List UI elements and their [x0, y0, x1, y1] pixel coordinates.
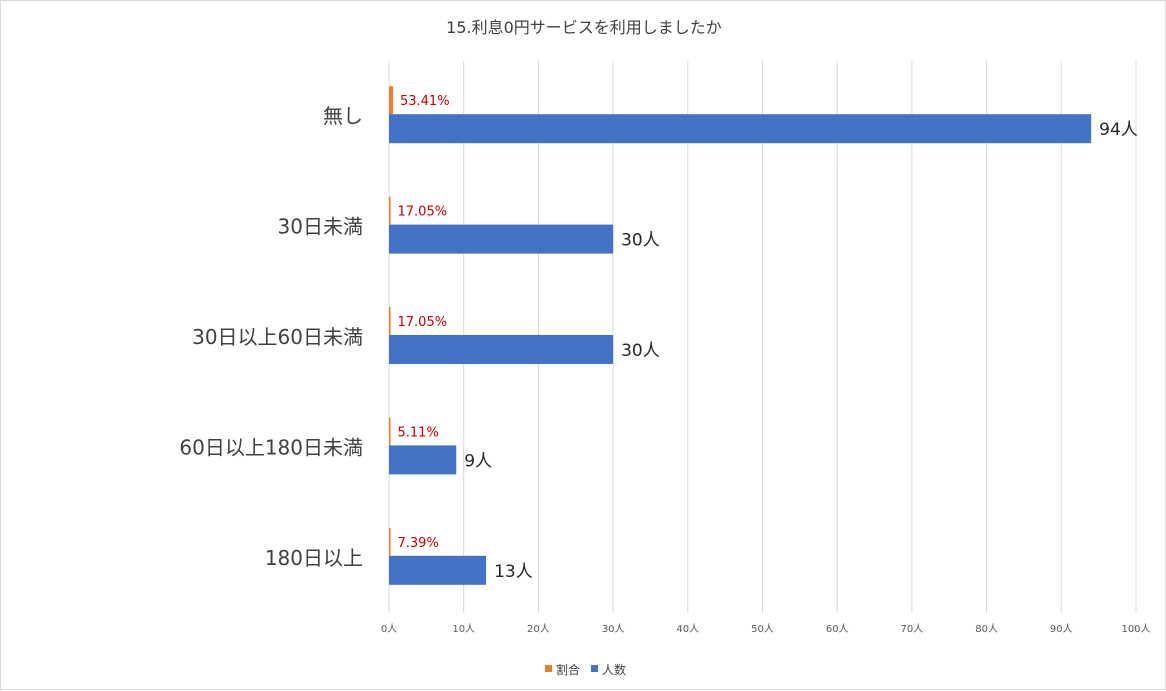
bar-ratio [389, 86, 393, 115]
chart-title: 15.利息0円サービスを利用しましたか [446, 18, 722, 37]
data-label-count: 30人 [621, 341, 660, 361]
category-label: 180日以上 [265, 546, 363, 570]
legend: 割合 人数 [545, 662, 626, 677]
x-tick-label: 30人 [602, 623, 625, 635]
bar-ratio [389, 196, 391, 225]
category-label: 30日未満 [278, 215, 363, 239]
data-label-ratio: 17.05% [398, 205, 448, 220]
x-tick-label: 10人 [452, 623, 475, 635]
x-tick-label: 70人 [901, 623, 924, 635]
data-label-count: 9人 [464, 451, 492, 471]
bar-ratio [389, 307, 391, 335]
legend-label-count: 人数 [602, 662, 626, 677]
category-labels: 無し 30日未満 30日以上60日未満 60日以上180日未満 180日以上 [179, 104, 363, 570]
x-tick-label: 60人 [826, 623, 849, 635]
bars [389, 86, 1092, 585]
bar-count [389, 224, 614, 254]
x-axis-ticks: 0人 10人 20人 30人 40人 50人 60人 70人 80人 90人 100人 [381, 623, 1151, 635]
bar-count [389, 335, 614, 364]
bar-count [389, 445, 457, 475]
bar-ratio [389, 417, 391, 446]
data-label-ratio: 5.11% [398, 425, 439, 440]
x-tick-label: 90人 [1050, 623, 1073, 635]
data-label-count: 13人 [494, 562, 533, 582]
x-tick-label: 100人 [1121, 623, 1150, 635]
x-tick-label: 20人 [527, 623, 550, 635]
data-labels: 53.41% 94人 17.05% 30人 17.05% 30人 5.11% 9人 7.39% 1… [398, 94, 1138, 582]
data-label-count: 30人 [621, 231, 660, 251]
legend-swatch-count [591, 665, 598, 672]
x-tick-label: 0人 [381, 623, 397, 635]
bar-count [389, 114, 1092, 144]
data-label-ratio: 17.05% [398, 315, 448, 330]
category-label: 60日以上180日未満 [179, 435, 363, 459]
bar-count [389, 555, 487, 585]
gridlines [388, 61, 1137, 613]
data-label-ratio: 53.41% [400, 94, 450, 109]
x-tick-label: 50人 [751, 623, 774, 635]
x-tick-label: 40人 [676, 623, 699, 635]
legend-label-ratio: 割合 [556, 662, 580, 677]
category-label: 30日以上60日未満 [192, 325, 363, 349]
data-label-count: 94人 [1099, 120, 1138, 140]
x-tick-label: 80人 [975, 623, 998, 635]
bar-ratio [389, 527, 391, 556]
data-label-ratio: 7.39% [398, 536, 439, 551]
legend-swatch-ratio [545, 665, 552, 672]
category-label: 無し [323, 104, 363, 128]
